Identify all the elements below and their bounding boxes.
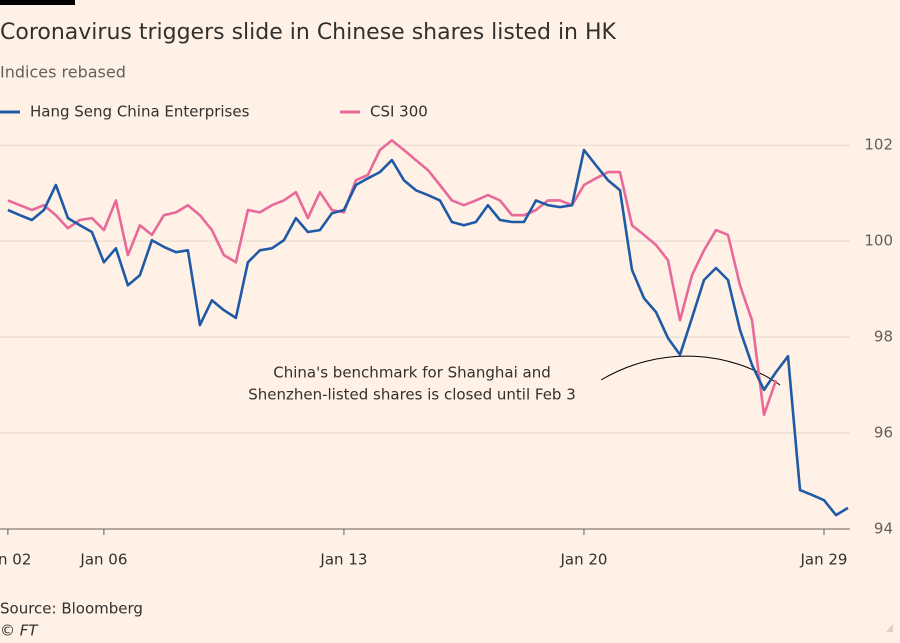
series-line (7, 148, 849, 517)
legend-label: Hang Seng China Enterprises (30, 103, 250, 121)
y-tick-label: 102 (864, 136, 893, 154)
annotation-line: Shenzhen-listed shares is closed until F… (248, 386, 576, 404)
chart-subtitle: Indices rebased (0, 63, 126, 82)
annotation-line: China's benchmark for Shanghai and (273, 364, 551, 382)
x-tick-label: Jan 20 (559, 551, 607, 569)
annotation-arc (600, 355, 781, 386)
x-tick-label: Jan 13 (319, 551, 367, 569)
credit: © FT (0, 622, 39, 640)
y-tick-label: 94 (874, 520, 893, 538)
y-tick-label: 98 (874, 328, 893, 346)
corner-icon (886, 624, 893, 632)
chart-title: Coronavirus triggers slide in Chinese sh… (0, 20, 617, 45)
x-tick-label: Jan 06 (79, 551, 127, 569)
source: Source: Bloomberg (0, 600, 143, 618)
x-tick-label: Jan 29 (800, 551, 848, 569)
brand-bar (0, 0, 75, 5)
x-tick-label: Jan 02 (0, 551, 31, 569)
legend-label: CSI 300 (370, 103, 428, 121)
series-line (7, 139, 778, 417)
y-tick-label: 100 (864, 232, 893, 250)
y-tick-label: 96 (874, 424, 893, 442)
